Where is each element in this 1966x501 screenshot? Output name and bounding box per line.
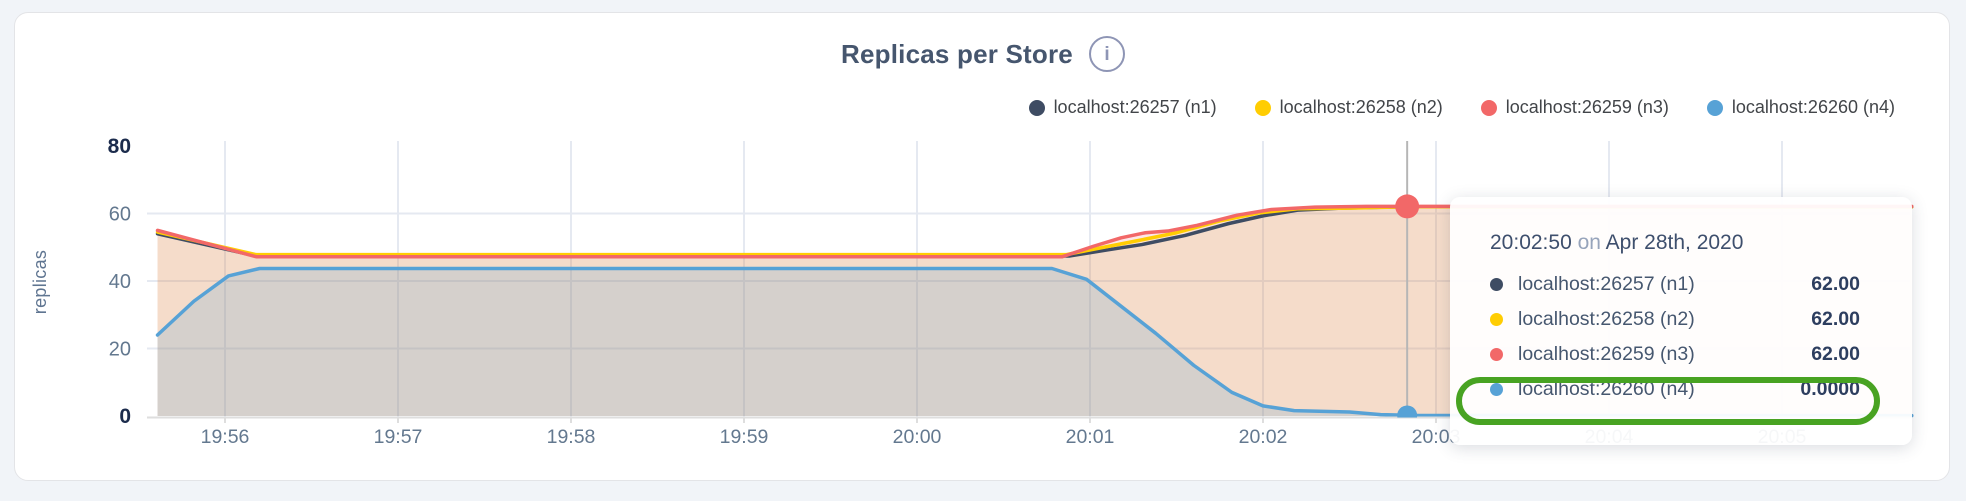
chart-tooltip: 20:02:50 on Apr 28th, 2020 localhost:262… <box>1450 197 1912 445</box>
tooltip-label-n1: localhost:26257 (n1) <box>1518 273 1695 295</box>
tooltip-dot-n4 <box>1490 383 1503 396</box>
tooltip-label-n2: localhost:26258 (n2) <box>1518 308 1695 330</box>
legend-label-n4: localhost:26260 (n4) <box>1731 97 1895 117</box>
tooltip-value-n4: 0.0000 <box>1800 378 1860 400</box>
hover-dot-n3 <box>1395 194 1420 219</box>
tooltip-time: 20:02:50 <box>1490 231 1572 254</box>
x-tick-label: 19:57 <box>374 426 423 448</box>
x-tick-label: 19:59 <box>720 426 769 448</box>
tooltip-conjunction: on <box>1577 231 1601 254</box>
line-n3 <box>155 204 1914 259</box>
x-tick-label: 20:01 <box>1066 426 1115 448</box>
tooltip-label-n4: localhost:26260 (n4) <box>1518 378 1695 400</box>
x-tick-label: 20:00 <box>893 426 942 448</box>
legend-label-n3: localhost:26259 (n3) <box>1505 97 1669 117</box>
legend-dot-n2 <box>1254 99 1271 116</box>
x-tick-label: 19:56 <box>201 426 250 448</box>
x-tick-label: 19:58 <box>547 426 596 448</box>
legend-dot-n4 <box>1706 99 1723 116</box>
chart-header: Replicas per Store i <box>0 36 1966 72</box>
info-icon[interactable]: i <box>1088 36 1125 72</box>
line-n4 <box>155 266 1914 418</box>
y-tick-label: 40 <box>109 271 131 293</box>
y-tick-label: 60 <box>109 204 131 226</box>
legend-label-n1: localhost:26257 (n1) <box>1053 97 1217 117</box>
tooltip-date: Apr 28th, 2020 <box>1605 231 1744 254</box>
x-tick-label: 20:03 <box>1412 426 1461 448</box>
y-axis-label: replicas <box>30 250 50 314</box>
tooltip-value-n2: 62.00 <box>1811 308 1860 330</box>
tooltip-label-n3: localhost:26259 (n3) <box>1518 343 1695 365</box>
legend-item-n4: localhost:26260 (n4) <box>1706 97 1895 118</box>
highlight-annotation <box>1456 377 1880 425</box>
tooltip-value-n3: 62.00 <box>1811 343 1860 365</box>
legend-dot-n1 <box>1028 99 1045 116</box>
tooltip-dot-n1 <box>1490 278 1503 291</box>
legend-item-n1: localhost:26257 (n1) <box>1028 97 1217 118</box>
tooltip-row-n1: localhost:26257 (n1) 62.00 <box>1490 267 1860 302</box>
y-tick-label: 0 <box>119 405 131 428</box>
legend: localhost:26257 (n1) localhost:26258 (n2)… <box>1028 97 1895 118</box>
tooltip-row-n2: localhost:26258 (n2) 62.00 <box>1490 302 1860 337</box>
area-n4 <box>157 268 1912 416</box>
tooltip-row-n3: localhost:26259 (n3) 62.00 <box>1490 337 1860 372</box>
tooltip-row-n4: localhost:26260 (n4) 0.0000 <box>1490 372 1860 407</box>
legend-label-n2: localhost:26258 (n2) <box>1279 97 1443 117</box>
tooltip-dot-n3 <box>1490 348 1503 361</box>
x-tick-label: 20:02 <box>1239 426 1288 448</box>
tooltip-rows: localhost:26257 (n1) 62.00 localhost:26258… <box>1490 267 1860 407</box>
chart-title: Replicas per Store <box>841 38 1073 69</box>
hover-dot-n4 <box>1397 405 1418 418</box>
legend-item-n2: localhost:26258 (n2) <box>1254 97 1443 118</box>
tooltip-dot-n2 <box>1490 313 1503 326</box>
y-tick-label: 80 <box>108 135 131 158</box>
legend-dot-n3 <box>1480 99 1497 116</box>
info-icon-glyph: i <box>1104 43 1110 65</box>
tooltip-value-n1: 62.00 <box>1811 273 1860 295</box>
y-tick-label: 20 <box>109 339 131 361</box>
legend-item-n3: localhost:26259 (n3) <box>1480 97 1669 118</box>
tooltip-timestamp: 20:02:50 on Apr 28th, 2020 <box>1490 231 1860 255</box>
